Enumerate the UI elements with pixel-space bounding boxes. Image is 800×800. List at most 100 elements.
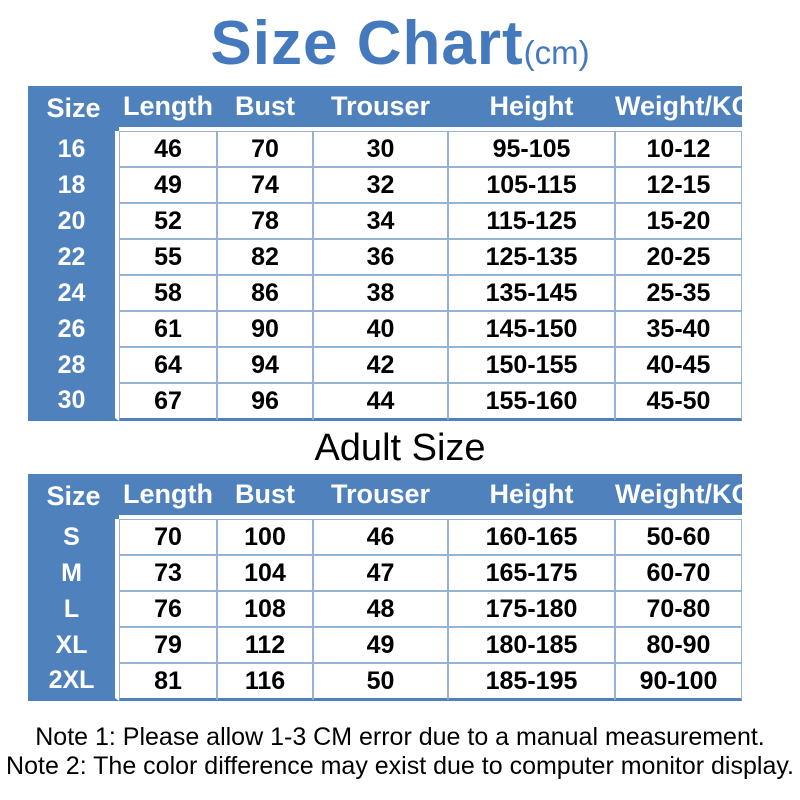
table-cell: 116 <box>217 663 313 701</box>
table-cell: 67 <box>119 383 217 421</box>
column-header-size: Size <box>28 86 119 131</box>
row-size-label: XL <box>28 627 119 663</box>
table-cell: 125-135 <box>448 239 615 275</box>
table-cell: 35-40 <box>615 311 742 347</box>
table-row: S 70 100 46 160-165 50-60 <box>28 519 742 555</box>
adult-size-table: Size Length Bust Trouser Height Weight/KG S 70… <box>28 474 753 701</box>
table-cell: 12-15 <box>615 167 742 203</box>
row-size-label: 16 <box>28 131 119 167</box>
adult-table-header: Size Length Bust Trouser Height Weight/KG <box>28 474 753 519</box>
row-size-label: 18 <box>28 167 119 203</box>
column-header: Height <box>448 474 615 519</box>
table-cell: 40-45 <box>615 347 742 383</box>
kids-size-table: Size Length Bust Trouser Height Weight/KG 16 4… <box>28 86 753 421</box>
table-row: 26 61 90 40 145-150 35-40 <box>28 311 742 347</box>
table-row: 24 58 86 38 135-145 25-35 <box>28 275 742 311</box>
table-cell: 100 <box>217 519 313 555</box>
table-row: 22 55 82 36 125-135 20-25 <box>28 239 742 275</box>
table-cell: 64 <box>119 347 217 383</box>
table-cell: 10-12 <box>615 131 742 167</box>
table-cell: 160-165 <box>448 519 615 555</box>
table-cell: 155-160 <box>448 383 615 421</box>
table-cell: 49 <box>119 167 217 203</box>
table-cell: 94 <box>217 347 313 383</box>
table-cell: 150-155 <box>448 347 615 383</box>
table-cell: 49 <box>313 627 448 663</box>
table-cell: 70 <box>119 519 217 555</box>
table-cell: 95-105 <box>448 131 615 167</box>
table-cell: 50 <box>313 663 448 701</box>
table-cell: 20-25 <box>615 239 742 275</box>
table-cell: 61 <box>119 311 217 347</box>
kids-table-body: 16 46 70 30 95-105 10-12 18 49 74 32 105-115 12-15 2… <box>28 131 742 421</box>
table-cell: 108 <box>217 591 313 627</box>
table-cell: 112 <box>217 627 313 663</box>
column-header: Trouser <box>313 86 448 131</box>
table-cell: 15-20 <box>615 203 742 239</box>
table-row: L 76 108 48 175-180 70-80 <box>28 591 742 627</box>
adult-section-title: Adult Size <box>314 427 486 469</box>
column-header: Length <box>119 474 217 519</box>
adult-table-body: S 70 100 46 160-165 50-60 M 73 104 47 165-175 60-70… <box>28 519 742 701</box>
table-cell: 25-35 <box>615 275 742 311</box>
header-row: Size Length Bust Trouser Height Weight/KG <box>28 474 753 519</box>
table-cell: 76 <box>119 591 217 627</box>
table-cell: 80-90 <box>615 627 742 663</box>
table-cell: 165-175 <box>448 555 615 591</box>
table-cell: 44 <box>313 383 448 421</box>
table-cell: 185-195 <box>448 663 615 701</box>
table-cell: 32 <box>313 167 448 203</box>
column-header: Weight/KG <box>615 474 753 519</box>
row-size-label: 26 <box>28 311 119 347</box>
row-size-label: 20 <box>28 203 119 239</box>
table-cell: 90-100 <box>615 663 742 701</box>
table-cell: 115-125 <box>448 203 615 239</box>
table-row: 2XL 81 116 50 185-195 90-100 <box>28 663 742 701</box>
page-title: Size Chart(cm) <box>0 0 800 86</box>
row-size-label: 28 <box>28 347 119 383</box>
table-row: 18 49 74 32 105-115 12-15 <box>28 167 742 203</box>
table-cell: 74 <box>217 167 313 203</box>
table-cell: 70-80 <box>615 591 742 627</box>
table-cell: 46 <box>313 519 448 555</box>
column-header: Bust <box>217 86 313 131</box>
table-cell: 145-150 <box>448 311 615 347</box>
table-cell: 175-180 <box>448 591 615 627</box>
row-size-label: 2XL <box>28 663 119 701</box>
table-cell: 96 <box>217 383 313 421</box>
table-cell: 82 <box>217 239 313 275</box>
table-cell: 79 <box>119 627 217 663</box>
note-1: Note 1: Please allow 1-3 CM error due to… <box>35 723 765 751</box>
header-row: Size Length Bust Trouser Height Weight/KG <box>28 86 753 131</box>
table-cell: 36 <box>313 239 448 275</box>
column-header: Length <box>119 86 217 131</box>
table-cell: 52 <box>119 203 217 239</box>
table-cell: 135-145 <box>448 275 615 311</box>
title-unit-label: (cm) <box>523 34 590 71</box>
table-cell: 58 <box>119 275 217 311</box>
table-cell: 38 <box>313 275 448 311</box>
kids-table-header: Size Length Bust Trouser Height Weight/KG <box>28 86 753 131</box>
column-header: Bust <box>217 474 313 519</box>
table-cell: 45-50 <box>615 383 742 421</box>
column-header: Height <box>448 86 615 131</box>
table-row: 30 67 96 44 155-160 45-50 <box>28 383 742 421</box>
table-cell: 40 <box>313 311 448 347</box>
row-size-label: S <box>28 519 119 555</box>
table-cell: 81 <box>119 663 217 701</box>
row-size-label: M <box>28 555 119 591</box>
table-cell: 50-60 <box>615 519 742 555</box>
table-cell: 55 <box>119 239 217 275</box>
title-text: Size Chart <box>210 9 524 78</box>
table-cell: 70 <box>217 131 313 167</box>
table-cell: 104 <box>217 555 313 591</box>
notes-section: Note 1: Please allow 1-3 CM error due to… <box>0 723 800 781</box>
column-header: Trouser <box>313 474 448 519</box>
table-cell: 78 <box>217 203 313 239</box>
table-row: 20 52 78 34 115-125 15-20 <box>28 203 742 239</box>
table-cell: 86 <box>217 275 313 311</box>
table-row: 28 64 94 42 150-155 40-45 <box>28 347 742 383</box>
table-row: 16 46 70 30 95-105 10-12 <box>28 131 742 167</box>
table-cell: 47 <box>313 555 448 591</box>
note-2: Note 2: The color difference may exist d… <box>6 752 794 780</box>
